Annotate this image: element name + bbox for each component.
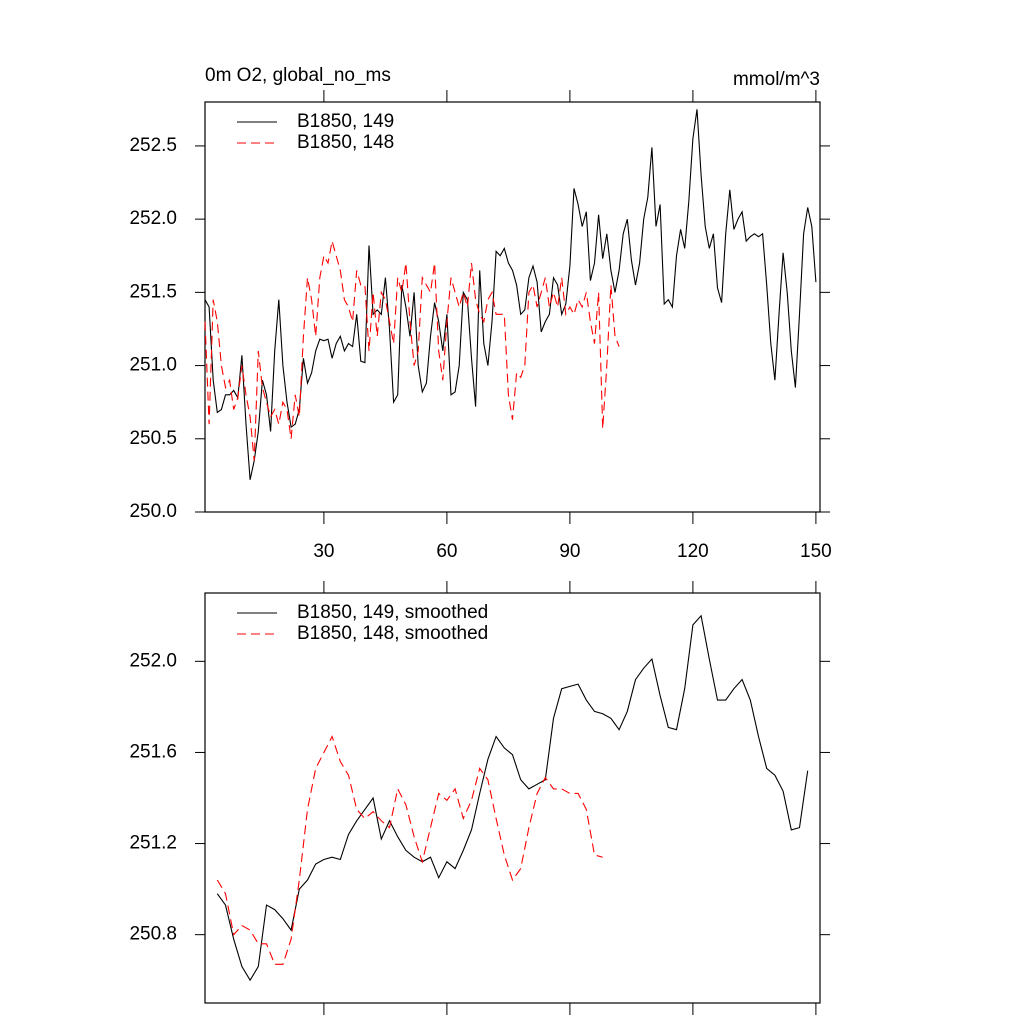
chart-title: 0m O2, global_no_ms [205,65,391,86]
y-tick-label: 251.0 [129,355,177,376]
y-tick-label: 252.0 [129,208,177,229]
legend-label: B1850, 149, smoothed [297,602,488,623]
data-line [204,109,817,480]
legend-label: B1850, 148, smoothed [297,623,488,644]
chart-units: mmol/m^3 [733,69,820,90]
y-tick-label: 251.2 [129,833,177,854]
data-line [204,240,620,461]
x-tick-label: 60 [436,541,457,562]
x-tick-label: 120 [677,541,709,562]
plot-frame [204,592,821,1004]
y-tick-label: 250.0 [129,501,177,522]
legend-label: B1850, 149 [297,111,394,132]
legend-label: B1850, 148 [297,132,394,153]
y-tick-label: 251.6 [129,741,177,762]
data-line [216,735,603,965]
y-tick-label: 250.8 [129,924,177,945]
x-tick-label: 30 [313,541,334,562]
y-tick-label: 252.5 [129,135,177,156]
y-tick-label: 250.5 [129,428,177,449]
x-tick-label: 90 [559,541,580,562]
data-line [216,614,809,982]
y-tick-label: 251.5 [129,281,177,302]
plot-frame [204,101,821,513]
y-tick-label: 252.0 [129,650,177,671]
x-tick-label: 150 [800,541,832,562]
